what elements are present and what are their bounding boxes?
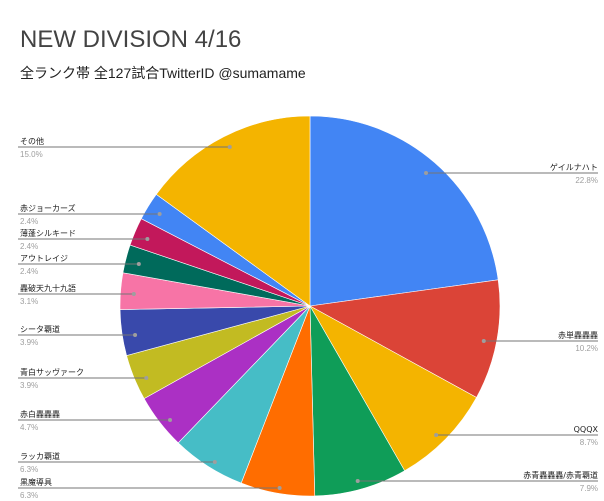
slice-label-percent: 2.4% <box>20 217 38 226</box>
slice-label-percent: 2.4% <box>20 267 38 276</box>
slice-label-name: QQQX <box>574 425 599 434</box>
slice-label-name: 薄蓬シルキード <box>20 228 76 238</box>
chart-title: NEW DIVISION 4/16 <box>20 26 242 53</box>
slice-label: その他 15.0% <box>18 136 232 159</box>
pie-slices <box>119 115 501 497</box>
slice-label-name: その他 <box>20 136 44 146</box>
leader-dot <box>227 145 232 149</box>
slice-label-name: 黒魔導具 <box>20 477 52 487</box>
slice-label-name: アウトレイジ <box>20 254 68 263</box>
slice-label-percent: 6.3% <box>20 465 38 474</box>
leader-dot <box>133 333 138 337</box>
pie-slice[interactable] <box>309 305 406 497</box>
leader-dot <box>144 376 149 380</box>
pie-slice[interactable] <box>309 115 499 307</box>
slice-label-percent: 2.4% <box>20 242 38 251</box>
slice-label-name: 轟破天九十九語 <box>20 283 76 293</box>
slice-label-percent: 10.2% <box>575 344 598 353</box>
slice-label: 黒魔導具 6.3% <box>18 477 282 500</box>
slice-label-percent: 15.0% <box>20 150 43 159</box>
slice-label-percent: 7.9% <box>580 484 598 493</box>
slice-label: 赤ジョーカーズ 2.4% <box>18 203 162 226</box>
leader-dot <box>145 237 150 241</box>
slice-label-percent: 3.9% <box>20 338 38 347</box>
slice-label-percent: 8.7% <box>580 438 598 447</box>
slice-label: 赤白轟轟轟 4.7% <box>18 409 173 432</box>
slice-label-percent: 22.8% <box>575 176 598 185</box>
leader-dot <box>168 418 173 422</box>
pie-labels: ゲイルナハト 22.8% 赤単轟轟轟 10.2% QQQX 8.7% 赤青轟轟轟/赤青覇道 7… <box>18 136 599 500</box>
slice-label-name: ラッカ覇道 <box>20 451 60 461</box>
slice-label: 薄蓬シルキード 2.4% <box>18 228 150 251</box>
slice-label-name: 赤青轟轟轟/赤青覇道 <box>523 470 598 480</box>
pie-slice[interactable] <box>309 305 477 472</box>
slice-label-percent: 3.9% <box>20 381 38 390</box>
slice-label-name: 青白サッヴァーク <box>20 367 84 377</box>
slice-label-name: シータ覇道 <box>20 324 60 334</box>
slice-label: 赤青轟轟轟/赤青覇道 7.9% <box>355 470 598 493</box>
slice-label: 赤単轟轟轟 10.2% <box>481 330 598 353</box>
slice-label-name: ゲイルナハト <box>550 162 598 172</box>
slice-label-percent: 3.1% <box>20 297 38 306</box>
slice-label-name: 赤ジョーカーズ <box>20 203 76 213</box>
leader-dot <box>481 339 486 343</box>
leader-dot <box>424 171 429 175</box>
slice-label: QQQX 8.7% <box>434 425 599 447</box>
chart-subtitle: 全ランク帯 全127試合TwitterID @sumamame <box>20 65 306 81</box>
leader-dot <box>277 486 282 490</box>
leader-dot <box>355 479 360 483</box>
slice-label-name: 赤白轟轟轟 <box>20 409 60 419</box>
slice-label: ゲイルナハト 22.8% <box>424 162 598 185</box>
slice-label: アウトレイジ 2.4% <box>18 254 141 276</box>
pie-slice[interactable] <box>309 279 501 398</box>
leader-dot <box>434 433 439 437</box>
slice-label: 青白サッヴァーク 3.9% <box>18 367 149 390</box>
slice-label: 轟破天九十九語 3.1% <box>18 283 136 306</box>
slice-label: ラッカ覇道 6.3% <box>18 451 217 474</box>
leader-dot <box>131 292 136 296</box>
slice-label: シータ覇道 3.9% <box>18 324 138 347</box>
pie-slice[interactable] <box>155 115 311 307</box>
leader-dot <box>157 212 162 216</box>
slice-label-percent: 4.7% <box>20 423 38 432</box>
slice-label-percent: 6.3% <box>20 491 38 500</box>
leader-dot <box>136 262 141 266</box>
leader-dot <box>212 460 217 464</box>
slice-label-name: 赤単轟轟轟 <box>558 330 598 340</box>
